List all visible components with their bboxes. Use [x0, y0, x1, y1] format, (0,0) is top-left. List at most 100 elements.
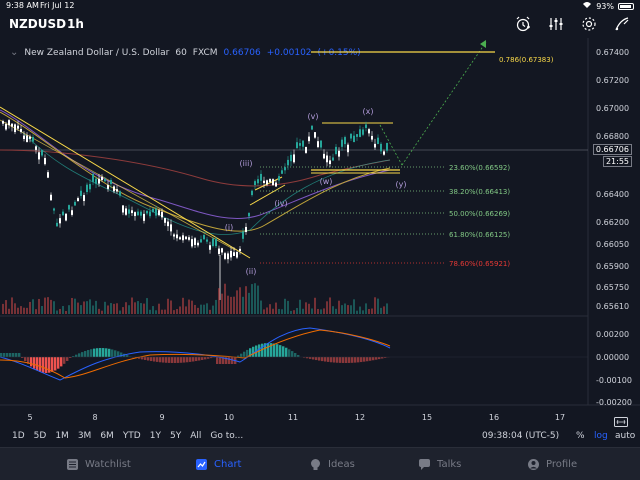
- macd-histogram-bar: [186, 357, 189, 363]
- candle-body: [314, 132, 316, 138]
- log-scale-toggle[interactable]: log: [594, 431, 608, 441]
- osc-axis-label: 0.00000: [596, 353, 629, 362]
- battery-percent: 93%: [596, 1, 614, 11]
- time-axis-label: 10: [224, 413, 234, 422]
- volume-bar: [266, 307, 268, 314]
- candle-body: [23, 135, 25, 139]
- period-6m-button[interactable]: 6M: [100, 431, 114, 441]
- macd-histogram-bar: [231, 357, 234, 364]
- fib-level-label: 50.00%(0.66269): [449, 210, 510, 218]
- drawing-tools-icon[interactable]: [614, 16, 630, 32]
- macd-histogram-bar: [72, 356, 75, 357]
- candle-body: [191, 239, 193, 247]
- candle-body: [74, 201, 76, 206]
- candle-body: [371, 135, 373, 140]
- macd-histogram-bar: [114, 350, 117, 357]
- candle-body: [347, 144, 349, 153]
- status-right: 93%: [582, 1, 634, 11]
- tab-ideas[interactable]: Ideas: [309, 458, 355, 471]
- tab-talks[interactable]: Talks: [418, 458, 461, 471]
- fib-level-label: 78.60%(0.65921): [449, 260, 510, 268]
- indicators-icon[interactable]: [548, 16, 564, 32]
- volume-bar: [86, 301, 88, 314]
- volume-bar: [215, 299, 217, 314]
- tab-watchlist[interactable]: Watchlist: [66, 458, 131, 471]
- tab-profile[interactable]: Profile: [527, 458, 577, 471]
- candle-body: [134, 212, 136, 217]
- goto-date-button[interactable]: Go to...: [210, 431, 244, 441]
- wave-label: (x): [363, 107, 374, 116]
- macd-histogram-bar: [375, 357, 378, 360]
- time-axis-label: 17: [555, 413, 565, 422]
- legend-collapse-icon[interactable]: ⌄: [10, 47, 19, 58]
- macd-histogram-bar: [261, 343, 264, 357]
- header-tools: [515, 16, 630, 32]
- interval-selector[interactable]: 1h: [67, 17, 84, 31]
- candle-body: [32, 136, 34, 142]
- volume-bar: [260, 300, 262, 314]
- macd-histogram-bar: [312, 357, 315, 360]
- macd-histogram-bar: [105, 348, 108, 357]
- candle-body: [113, 186, 115, 192]
- candle-body: [230, 250, 232, 258]
- volume-bar: [131, 297, 133, 314]
- period-1d-button[interactable]: 1D: [12, 431, 25, 441]
- candle-body: [41, 150, 43, 156]
- percent-scale-toggle[interactable]: %: [576, 431, 585, 441]
- alarm-clock-icon[interactable]: [515, 16, 531, 32]
- volume-bar: [26, 307, 28, 314]
- period-all-button[interactable]: All: [190, 431, 202, 441]
- period-3m-button[interactable]: 3M: [77, 431, 92, 441]
- volume-bar: [23, 307, 25, 314]
- macd-histogram-bar: [363, 357, 366, 362]
- candle-body: [194, 238, 196, 245]
- candle-body: [47, 172, 49, 178]
- price-axis-label: 0.66400: [596, 190, 629, 199]
- price-axis-label: 0.67400: [596, 48, 629, 57]
- volume-bar: [290, 310, 292, 314]
- period-5d-button[interactable]: 5D: [33, 431, 47, 441]
- volume-bar: [35, 309, 37, 314]
- volume-bar: [344, 303, 346, 314]
- period-1y-button[interactable]: 1Y: [149, 431, 161, 441]
- volume-bar: [68, 305, 70, 314]
- macd-histogram-bar: [117, 351, 120, 357]
- moving-average-teal: [19, 129, 391, 235]
- candle-body: [65, 213, 67, 221]
- macd-histogram-bar: [36, 357, 39, 371]
- volume-series: [2, 283, 388, 314]
- symbol-selector[interactable]: NZDUSD: [9, 17, 67, 31]
- macd-histogram-bar: [339, 357, 342, 363]
- price-chart[interactable]: 0.786(0.67383) 23.60%(0.66592) 38.20%(0.66…: [0, 38, 640, 425]
- tab-chart[interactable]: Chart: [195, 458, 241, 471]
- candle-body: [338, 150, 340, 157]
- candle-body: [167, 221, 169, 227]
- volume-bar: [143, 303, 145, 314]
- period-5y-button[interactable]: 5Y: [169, 431, 182, 441]
- macd-histogram-bar: [165, 357, 168, 363]
- period-ytd-button[interactable]: YTD: [122, 431, 141, 441]
- candle-body: [323, 153, 325, 159]
- axis-settings-icon[interactable]: [614, 412, 628, 427]
- volume-bar: [128, 305, 130, 314]
- candle-body: [374, 143, 376, 148]
- period-1m-button[interactable]: 1M: [55, 431, 69, 441]
- current-price-tag: 0.66706: [592, 144, 632, 155]
- candle-body: [26, 135, 28, 142]
- volume-bar: [119, 310, 121, 314]
- fib-level-label: 23.60%(0.66592): [449, 164, 510, 172]
- macd-histogram: [0, 343, 390, 373]
- volume-bar: [2, 303, 4, 314]
- volume-bar: [371, 308, 373, 314]
- macd-histogram-bar: [330, 357, 333, 363]
- talks-icon: [419, 459, 430, 470]
- macd-histogram-bar: [33, 357, 36, 369]
- candle-body: [254, 181, 256, 186]
- settings-icon[interactable]: [581, 16, 597, 32]
- volume-bar: [224, 283, 226, 314]
- auto-scale-toggle[interactable]: auto: [615, 431, 636, 441]
- volume-bar: [230, 296, 232, 314]
- volume-bar: [326, 301, 328, 314]
- candle-body: [122, 205, 124, 213]
- timezone-clock[interactable]: 09:38:04 (UTC-5): [482, 431, 560, 441]
